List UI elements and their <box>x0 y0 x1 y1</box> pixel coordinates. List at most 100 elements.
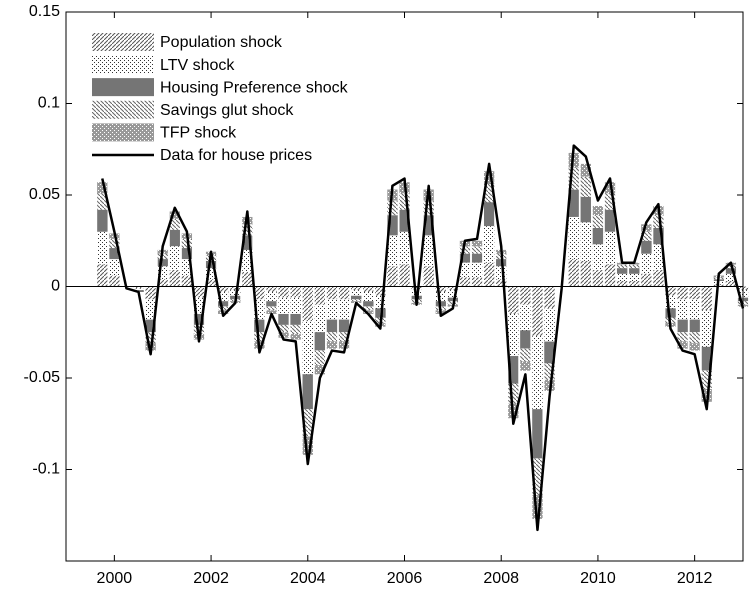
legend-swatch <box>92 123 154 142</box>
bar <box>701 286 712 311</box>
bar <box>278 297 289 314</box>
bar <box>629 264 640 269</box>
bar <box>290 286 301 298</box>
bar <box>218 286 229 292</box>
bar <box>629 273 640 282</box>
bar <box>193 324 205 335</box>
legend-label: Data for house prices <box>160 147 312 164</box>
bar <box>725 268 737 274</box>
bar <box>483 226 495 263</box>
bar <box>205 279 217 287</box>
bar <box>508 313 519 357</box>
y-tick-label: 0.15 <box>29 3 60 20</box>
bar <box>133 288 144 291</box>
legend-label: Population shock <box>160 34 283 51</box>
bar <box>375 286 386 296</box>
bar <box>508 286 519 314</box>
bar <box>677 319 688 333</box>
bar <box>181 259 193 276</box>
bar <box>544 341 555 364</box>
bar <box>496 279 507 287</box>
bar <box>266 301 277 307</box>
bar <box>641 240 652 254</box>
bar <box>278 313 289 325</box>
x-tick-label: 2012 <box>677 570 713 587</box>
bar <box>351 290 362 296</box>
legend-label: Savings glut shock <box>160 102 294 119</box>
bar <box>218 301 229 307</box>
bar <box>701 370 712 389</box>
bar <box>423 215 434 236</box>
legend-label: Housing Preference shock <box>160 79 349 96</box>
bar <box>145 299 156 320</box>
bar <box>351 286 362 291</box>
bar <box>459 277 471 287</box>
bar <box>326 319 338 333</box>
bar <box>653 227 664 245</box>
bar <box>97 193 108 210</box>
legend-label: LTV shock <box>160 57 235 74</box>
bar <box>109 248 120 260</box>
bar <box>544 286 555 309</box>
bar <box>483 171 495 185</box>
bar <box>363 310 374 314</box>
bar <box>423 200 434 216</box>
bar <box>242 224 253 236</box>
bar <box>242 271 253 287</box>
bar <box>338 332 350 342</box>
bar <box>592 244 604 271</box>
bar <box>363 286 374 292</box>
legend-swatch <box>92 100 154 119</box>
bar <box>496 266 507 280</box>
bar <box>641 273 652 287</box>
bar <box>266 310 277 314</box>
bar <box>242 249 253 272</box>
bar <box>290 297 301 314</box>
bar <box>641 231 652 241</box>
bar <box>677 332 688 342</box>
bar <box>193 286 205 298</box>
bar <box>351 295 362 300</box>
bar <box>302 374 313 410</box>
bar <box>435 291 446 302</box>
bar <box>266 306 277 311</box>
bar <box>218 306 229 311</box>
bar <box>97 182 108 194</box>
bar <box>133 286 144 289</box>
bar <box>592 227 604 245</box>
bar <box>580 176 591 197</box>
bar <box>145 286 156 300</box>
bar <box>641 253 652 274</box>
bar <box>532 495 543 519</box>
bar <box>701 310 712 347</box>
legend-swatch <box>92 78 154 97</box>
bar <box>689 343 700 351</box>
bar <box>520 348 531 362</box>
bar <box>205 268 217 280</box>
bar <box>483 262 495 287</box>
bar <box>592 205 604 216</box>
bar <box>278 324 289 333</box>
bar <box>254 299 265 320</box>
bar <box>725 273 737 282</box>
bar <box>447 297 458 302</box>
bar <box>193 297 205 314</box>
bar <box>157 266 168 280</box>
x-tick-label: 2010 <box>580 570 616 587</box>
bar <box>290 334 301 340</box>
bar <box>544 308 555 342</box>
x-tick-label: 2004 <box>290 570 326 587</box>
bar <box>677 286 688 300</box>
bar <box>387 235 398 267</box>
bar <box>471 240 483 247</box>
bar <box>314 286 326 305</box>
bar <box>580 163 591 177</box>
bar <box>629 281 640 287</box>
bar <box>604 193 616 210</box>
bar <box>701 346 712 371</box>
bar <box>471 262 483 278</box>
bar <box>616 264 628 269</box>
bar <box>459 253 471 263</box>
bar <box>338 341 350 349</box>
bar <box>278 332 289 338</box>
